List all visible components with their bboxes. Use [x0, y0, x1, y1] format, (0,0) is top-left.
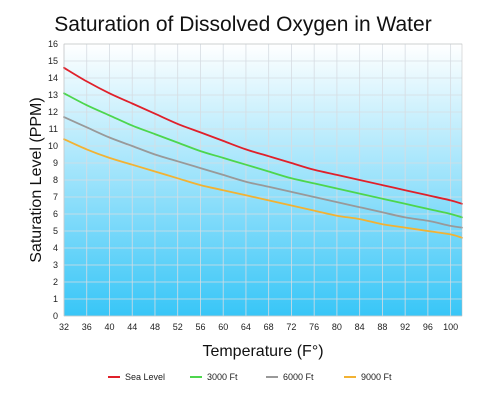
x-tick-label-2: 40 [104, 322, 114, 332]
y-tick-label-1: 1 [53, 294, 58, 304]
x-tick-label-16: 96 [423, 322, 433, 332]
y-tick-label-8: 8 [53, 175, 58, 185]
plot-border [63, 43, 463, 317]
x-tick-label-5: 52 [173, 322, 183, 332]
y-tick-label-10: 10 [48, 141, 58, 151]
legend: Sea Level 3000 Ft 6000 Ft 9000 Ft [108, 372, 392, 382]
x-axis-ticks: 32 36 40 44 48 52 56 60 64 68 72 76 80 84 88 92 96 100 [59, 322, 458, 332]
y-axis-title: Saturation Level (PPM) [28, 97, 45, 262]
series-line-3 [63, 138, 463, 239]
x-tick-label-3: 44 [127, 322, 137, 332]
series-lines [63, 66, 463, 239]
y-tick-label-2: 2 [53, 277, 58, 287]
grid [63, 43, 462, 317]
y-tick-label-16: 16 [48, 39, 58, 49]
y-tick-label-12: 12 [48, 107, 58, 117]
x-axis-title: Temperature (F°) [202, 343, 323, 360]
y-tick-label-11: 11 [49, 124, 58, 134]
x-tick-label-0: 32 [59, 322, 69, 332]
x-tick-label-4: 48 [150, 322, 160, 332]
series-line-2 [63, 116, 463, 229]
y-tick-label-15: 15 [48, 56, 58, 66]
y-tick-label-7: 7 [53, 192, 58, 202]
y-tick-label-0: 0 [53, 311, 58, 321]
series-line-1 [63, 92, 463, 219]
x-tick-label-13: 84 [355, 322, 365, 332]
y-tick-label-13: 13 [48, 90, 58, 100]
x-tick-label-1: 36 [82, 322, 92, 332]
y-tick-label-14: 14 [48, 73, 58, 83]
y-tick-label-4: 4 [53, 243, 58, 253]
x-tick-label-8: 64 [241, 322, 251, 332]
x-tick-label-6: 56 [195, 322, 205, 332]
x-tick-label-9: 68 [264, 322, 274, 332]
chart-title: Saturation of Dissolved Oxygen in Water [54, 13, 431, 36]
x-tick-label-17: 100 [443, 322, 458, 332]
y-tick-label-6: 6 [53, 209, 58, 219]
legend-label-0: Sea Level [125, 372, 165, 382]
x-tick-label-15: 92 [400, 322, 410, 332]
y-tick-label-3: 3 [53, 260, 58, 270]
x-tick-label-10: 72 [286, 322, 296, 332]
x-tick-label-12: 80 [332, 322, 342, 332]
x-tick-label-7: 60 [218, 322, 228, 332]
legend-label-2: 6000 Ft [283, 372, 314, 382]
x-tick-label-14: 88 [377, 322, 387, 332]
legend-label-3: 9000 Ft [361, 372, 392, 382]
legend-label-1: 3000 Ft [207, 372, 238, 382]
y-tick-label-9: 9 [53, 158, 58, 168]
x-tick-label-11: 76 [309, 322, 319, 332]
y-tick-label-5: 5 [53, 226, 58, 236]
series-line-0 [63, 66, 463, 205]
